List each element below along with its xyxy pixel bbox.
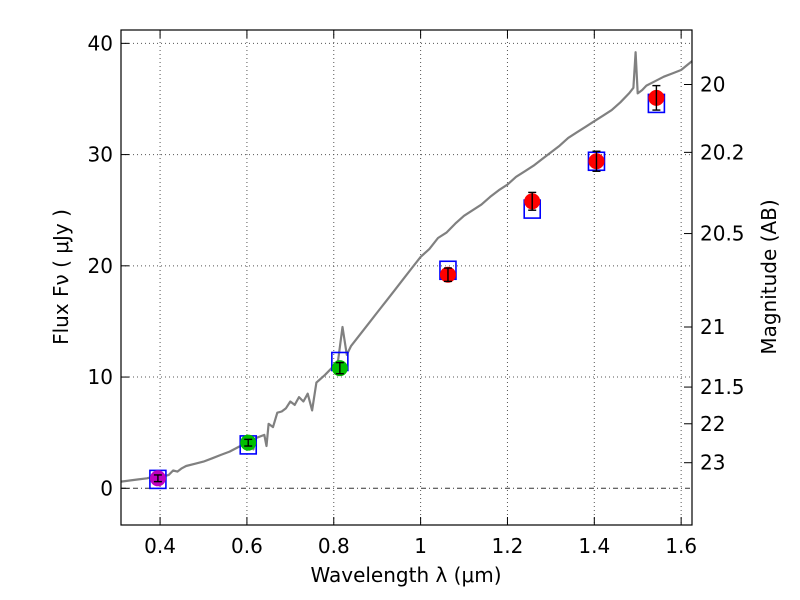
- y2-axis-label: Magnitude (AB): [757, 199, 781, 354]
- y-tick-label: 10: [88, 365, 113, 389]
- plot-frame: [120, 29, 693, 526]
- x-tick-label: 1.4: [578, 534, 610, 558]
- y2-tick-label: 23: [700, 451, 725, 475]
- x-tick-label: 1.6: [665, 534, 697, 558]
- y2-tick-label: 21.5: [700, 375, 745, 399]
- y-tick-label: 0: [100, 476, 113, 500]
- y-tick-label: 20: [88, 254, 113, 278]
- x-axis-label: Wavelength λ (μm): [310, 563, 501, 587]
- y2-tick-label: 20.2: [700, 140, 745, 164]
- x-tick-label: 0.8: [318, 534, 350, 558]
- y2-tick-label: 21: [700, 315, 725, 339]
- x-tick-label: 1: [414, 534, 427, 558]
- x-tick-label: 1.2: [492, 534, 524, 558]
- y-tick-label: 30: [88, 143, 113, 167]
- observed-point-layer: [149, 84, 665, 487]
- y2-tick-label: 20: [700, 73, 725, 97]
- spectrum-line: [120, 51, 693, 483]
- y2-tick-label: 22: [700, 412, 725, 436]
- x-tick-label: 0.6: [231, 534, 263, 558]
- y-tick-label: 40: [88, 31, 113, 55]
- y2-tick-label: 20.5: [700, 222, 745, 246]
- x-tick-label: 0.4: [144, 534, 176, 558]
- axis-ticks: 0.4 0.6 0.8 1 1.2 1.4 1.6 0 10 20 30 40 20 20.2 20.5 21…: [88, 30, 745, 558]
- spectrum-layer: [120, 51, 693, 483]
- y-axis-label: Flux Fν ( μJy ): [49, 209, 73, 345]
